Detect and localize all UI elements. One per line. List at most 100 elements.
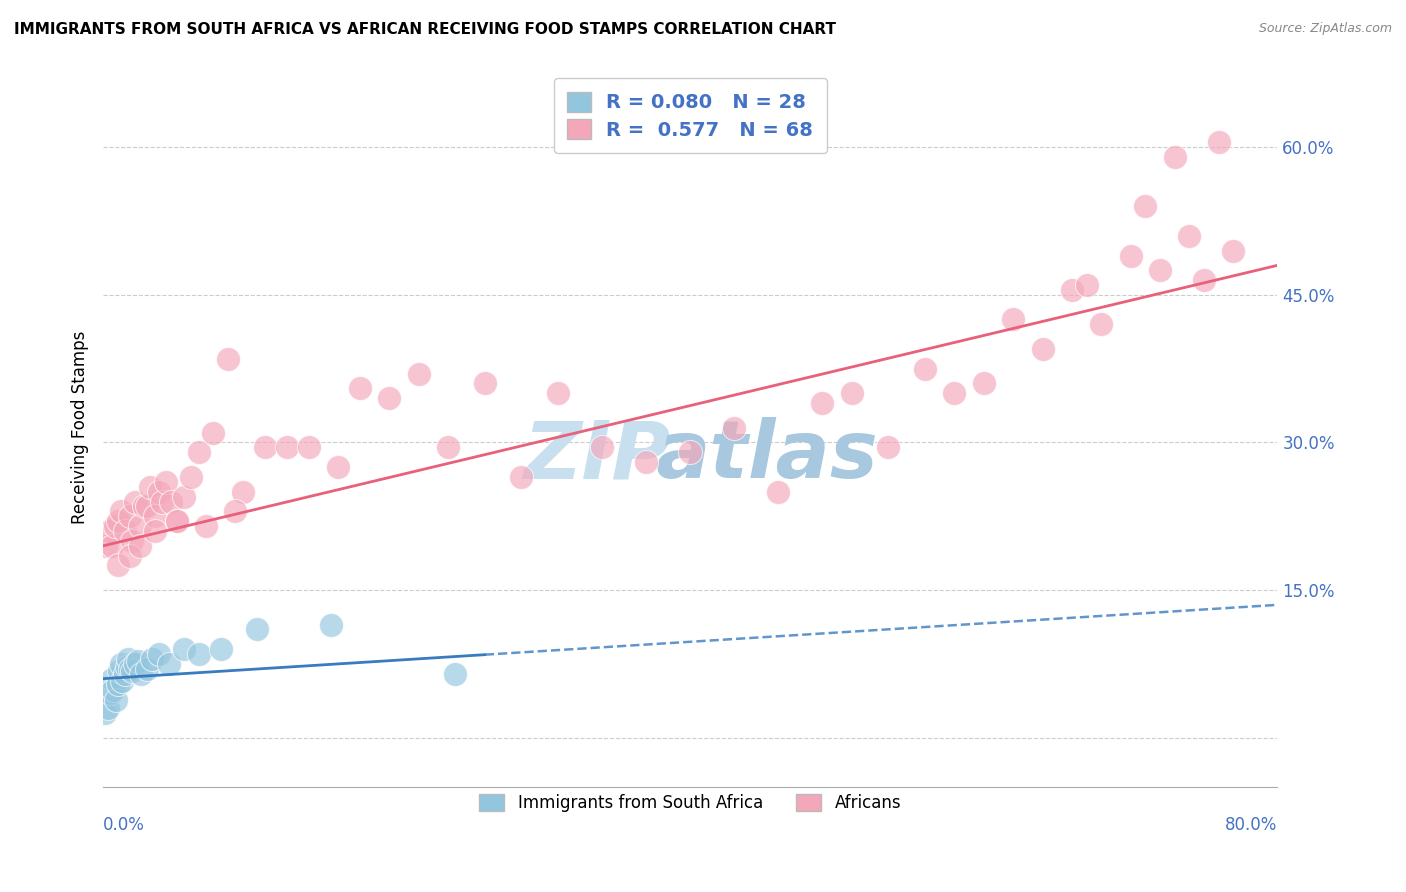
Point <box>157 657 180 671</box>
Point <box>173 642 195 657</box>
Point <box>93 706 115 720</box>
Point <box>101 539 124 553</box>
Point <box>378 391 401 405</box>
Point <box>202 425 225 440</box>
Point <box>118 509 141 524</box>
Point <box>121 664 143 678</box>
Text: IMMIGRANTS FROM SOUTH AFRICA VS AFRICAN RECEIVING FOOD STAMPS CORRELATION CHART: IMMIGRANTS FROM SOUTH AFRICA VS AFRICAN … <box>14 22 837 37</box>
Point <box>110 504 132 518</box>
Point <box>127 654 149 668</box>
Point <box>107 676 129 690</box>
Point <box>1208 136 1230 150</box>
Point <box>319 617 342 632</box>
Point <box>100 686 122 700</box>
Point <box>1090 318 1112 332</box>
Point <box>1135 199 1157 213</box>
Point <box>94 539 117 553</box>
Point <box>108 664 131 678</box>
Point <box>510 470 533 484</box>
Point <box>115 660 138 674</box>
Point <box>474 376 496 391</box>
Point <box>914 361 936 376</box>
Point <box>143 509 166 524</box>
Point <box>105 693 128 707</box>
Point <box>148 647 170 661</box>
Point <box>349 381 371 395</box>
Point <box>1119 248 1142 262</box>
Point <box>104 519 127 533</box>
Point <box>841 386 863 401</box>
Point <box>217 351 239 366</box>
Point <box>136 662 159 676</box>
Point <box>128 539 150 553</box>
Point <box>209 642 232 657</box>
Point <box>679 445 702 459</box>
Point <box>1163 150 1185 164</box>
Point <box>194 519 217 533</box>
Point <box>143 524 166 538</box>
Point <box>723 421 745 435</box>
Point <box>134 500 156 514</box>
Point <box>1149 263 1171 277</box>
Point <box>877 441 900 455</box>
Point <box>276 441 298 455</box>
Point <box>591 441 613 455</box>
Point <box>150 494 173 508</box>
Point <box>811 396 834 410</box>
Point <box>166 514 188 528</box>
Point <box>253 441 276 455</box>
Point <box>326 460 349 475</box>
Legend: Immigrants from South Africa, Africans: Immigrants from South Africa, Africans <box>470 783 911 822</box>
Point <box>141 652 163 666</box>
Point <box>148 484 170 499</box>
Point <box>768 484 790 499</box>
Text: Source: ZipAtlas.com: Source: ZipAtlas.com <box>1258 22 1392 36</box>
Point <box>96 701 118 715</box>
Point <box>124 494 146 508</box>
Point <box>298 441 321 455</box>
Point <box>118 549 141 563</box>
Y-axis label: Receiving Food Stamps: Receiving Food Stamps <box>72 331 89 524</box>
Point <box>408 367 430 381</box>
Point <box>166 514 188 528</box>
Point <box>107 514 129 528</box>
Point <box>180 470 202 484</box>
Point <box>224 504 246 518</box>
Point <box>107 558 129 573</box>
Point <box>1192 273 1215 287</box>
Point <box>444 666 467 681</box>
Point <box>246 623 269 637</box>
Point <box>155 475 177 489</box>
Point <box>129 666 152 681</box>
Point <box>110 657 132 671</box>
Point <box>111 673 134 688</box>
Point <box>232 484 254 499</box>
Point <box>103 683 125 698</box>
Point <box>128 519 150 533</box>
Text: atlas: atlas <box>655 417 877 495</box>
Point <box>101 672 124 686</box>
Point <box>114 524 136 538</box>
Point <box>547 386 569 401</box>
Point <box>973 376 995 391</box>
Point <box>1222 244 1244 258</box>
Point <box>1002 312 1025 326</box>
Point <box>121 533 143 548</box>
Point <box>943 386 966 401</box>
Text: ZIP: ZIP <box>523 417 671 495</box>
Text: 80.0%: 80.0% <box>1225 815 1278 834</box>
Point <box>124 657 146 671</box>
Point <box>136 500 159 514</box>
Point <box>1031 342 1053 356</box>
Point <box>1076 278 1098 293</box>
Point <box>187 647 209 661</box>
Point <box>114 666 136 681</box>
Point <box>159 494 181 508</box>
Point <box>118 662 141 676</box>
Point <box>98 524 121 538</box>
Point <box>1060 283 1083 297</box>
Point <box>173 490 195 504</box>
Point <box>117 652 139 666</box>
Text: 0.0%: 0.0% <box>103 815 145 834</box>
Point <box>139 480 162 494</box>
